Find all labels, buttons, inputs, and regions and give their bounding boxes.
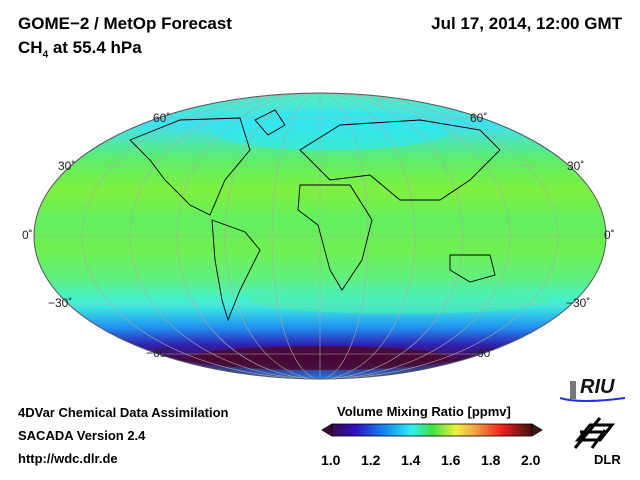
species: CH [18, 38, 43, 57]
map-title: GOME−2 / MetOp Forecast [18, 14, 232, 33]
lat-label-60n-left: 60˚ [153, 111, 171, 125]
colorbar-tick: 1.8 [481, 452, 501, 468]
lat-label-0-right: 0˚ [604, 228, 615, 242]
species-subscript: 4 [42, 49, 49, 61]
footer-link[interactable]: http://wdc.dlr.de [18, 451, 118, 466]
lat-label-0-left: 0˚ [22, 228, 33, 242]
coastlines [129, 109, 501, 322]
forecast-datetime: Jul 17, 2014, 12:00 GMT [431, 14, 622, 33]
colorbar-min-arrow [321, 423, 333, 437]
colorbar-tick: 1.2 [361, 452, 381, 468]
colorbar-tick: 1.4 [401, 452, 421, 468]
lat-label-60s-left: −60˚ [146, 346, 171, 360]
species-level: CH4 at 55.4 hPa [18, 38, 142, 60]
dlr-logo-icon [573, 417, 616, 449]
ch4-field [34, 93, 606, 379]
pressure-level: at 55.4 hPa [48, 38, 142, 57]
colorbar-gradient [331, 423, 533, 437]
colorbar-title: Volume Mixing Ratio [ppmv] [337, 404, 511, 419]
lat-label-30n-left: 30˚ [58, 159, 76, 173]
colorbar-max-arrow [531, 423, 543, 437]
lat-label-30n-right: 30˚ [567, 159, 585, 173]
lat-label-30s-left: −30˚ [48, 296, 73, 310]
riu-logo-icon [559, 381, 626, 402]
map-border [33, 92, 607, 380]
graticule [34, 93, 606, 379]
lat-label-60s-right: −60˚ [470, 346, 495, 360]
colorbar-tick: 1.0 [321, 452, 341, 468]
dlr-logo-text: DLR [594, 452, 621, 467]
riu-logo-text: RIU [580, 376, 615, 398]
colorbar [321, 423, 543, 437]
footer-line-2: SACADA Version 2.4 [18, 428, 146, 443]
colorbar-tick: 2.0 [521, 452, 541, 468]
colorbar-tick: 1.6 [441, 452, 461, 468]
footer-line-1: 4DVar Chemical Data Assimilation [18, 405, 229, 420]
lat-label-60n-right: 60˚ [470, 111, 488, 125]
lat-label-30s-right: −30˚ [566, 296, 591, 310]
